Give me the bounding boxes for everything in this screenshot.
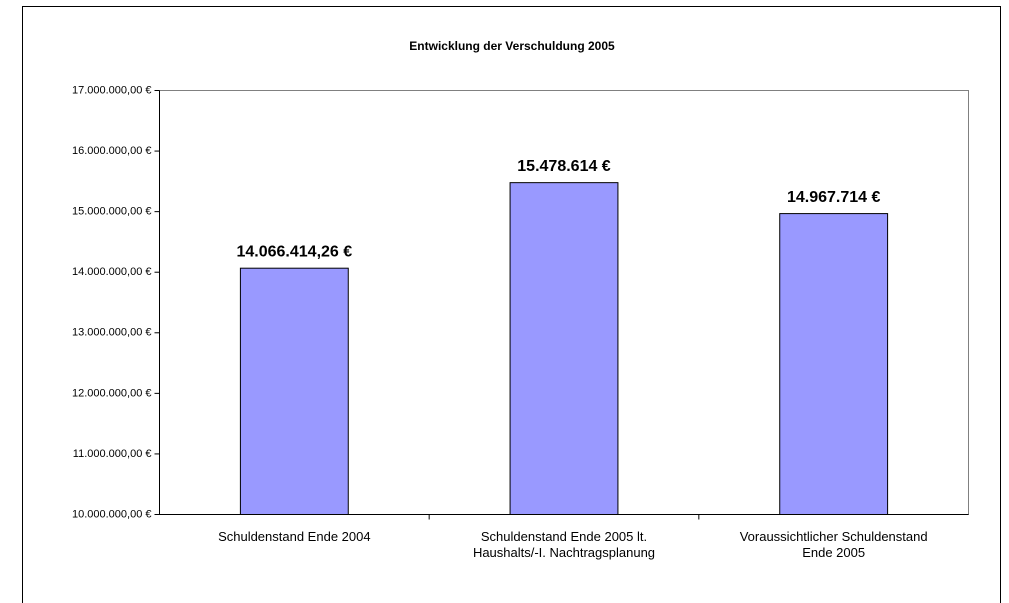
y-tick-label: 14.000.000,00 € <box>72 266 152 278</box>
y-tick-label: 10.000.000,00 € <box>72 508 152 520</box>
y-tick-label: 13.000.000,00 € <box>72 327 152 339</box>
y-tick-label: 16.000.000,00 € <box>72 145 152 157</box>
y-tick-label: 15.000.000,00 € <box>72 206 152 218</box>
bar <box>509 182 619 515</box>
x-tick-label: Schuldenstand Ende 2004 <box>218 528 371 544</box>
x-tick-label: Schuldenstand Ende 2005 lt. Haushalts/-I… <box>472 528 656 560</box>
y-tick-label: 11.000.000,00 € <box>73 448 152 460</box>
bar <box>779 213 889 515</box>
data-label: 14.066.414,26 € <box>236 243 352 260</box>
data-label: 15.478.614 € <box>517 158 611 175</box>
x-tick-label: Voraussichtlicher Schuldenstand Ende 200… <box>739 528 928 560</box>
bar <box>239 267 349 515</box>
y-tick-label: 17.000.000,00 € <box>72 84 152 96</box>
chart-title: Entwicklung der Verschuldung 2005 <box>409 39 615 53</box>
y-tick-label: 12.000.000,00 € <box>72 387 152 399</box>
data-label: 14.967.714 € <box>787 189 881 206</box>
